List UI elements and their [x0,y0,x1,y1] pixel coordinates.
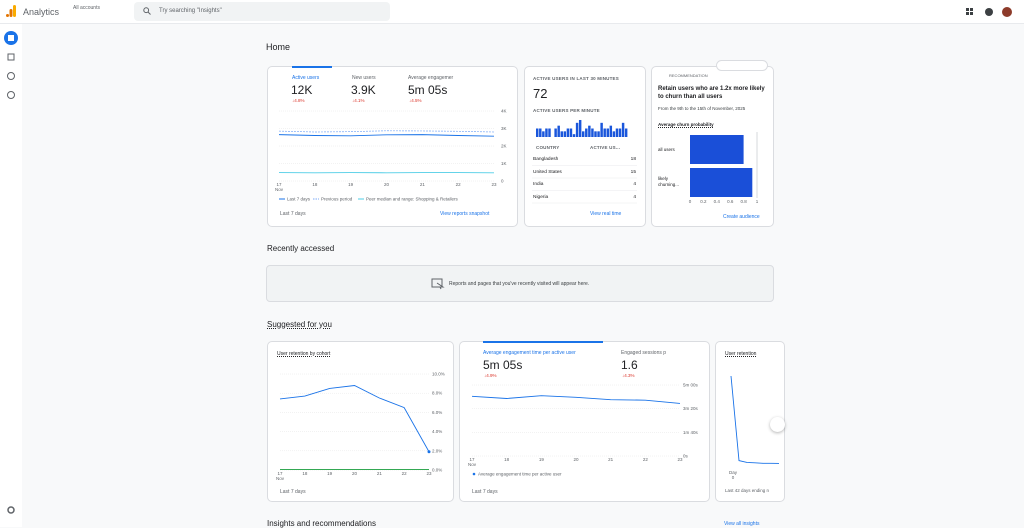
link[interactable]: View all insights [724,521,759,527]
period: From the 9th to the 15th of November, 20… [658,106,745,111]
card-title: User retention by cohort [277,351,330,357]
table-cell: Nigeria [533,195,548,200]
cohort-card [267,341,454,502]
page-title: Home [266,42,290,52]
search-icon [143,7,151,15]
metric-value: 12K [291,83,312,97]
metric-change: 4.8% [292,98,305,103]
account-picker[interactable]: All accounts [73,5,100,11]
tab-indicator [483,341,603,343]
next-button[interactable] [770,417,785,432]
metric-change: 4.5% [409,98,422,103]
date-range[interactable]: Last 7 days [472,489,498,495]
logo [6,5,18,18]
y-tick-label: likely churning... [658,176,685,188]
metric-change: 4.1% [352,98,365,103]
metric-value: 3.9K [351,83,376,97]
metric-value: 1.6 [621,358,638,372]
metric-value: 72 [533,86,547,101]
nav-icons[interactable] [3,30,19,520]
link[interactable]: Create audience [723,214,760,220]
subtitle: ACTIVE USERS PER MINUTE [533,108,600,113]
metric-label[interactable]: Active users [292,75,319,81]
card-title: ACTIVE USERS IN LAST 30 MINUTES [533,76,619,81]
table-cell: United States [533,170,562,175]
table-cell: 4 [560,195,636,200]
table-cell: 15 [560,170,636,175]
app-name: Analytics [23,7,59,17]
top-icons[interactable] [964,7,1024,19]
metric-change: 4.3% [622,373,635,378]
label: RECOMMENDATION [669,73,708,78]
column-header[interactable]: COUNTRY [536,145,559,150]
y-tick-label: all users [658,147,685,153]
metric-label[interactable]: Engaged sessions p [621,350,672,356]
date-range[interactable]: Last 7 days [280,211,306,217]
metric-value: 5m 05s [408,83,447,97]
column-header[interactable]: ACTIVE US... [590,145,620,150]
table-cell: India [533,182,543,187]
section-title: Suggested for you [267,320,332,329]
metric-change: 4.9% [484,373,497,378]
metric-label[interactable]: Average engagement time per active user [483,350,576,356]
link[interactable]: View reports snapshot [440,211,489,217]
link[interactable]: View real time [590,211,621,217]
metric-label[interactable]: New users [352,75,376,81]
headline: Retain users who are 1.2x more likely to… [658,85,766,101]
section-title: Recently accessed [267,244,334,253]
table-cell: Bangladesh [533,157,558,162]
table-cell: 4 [560,182,636,187]
feedback-toolbar[interactable] [716,60,768,71]
date-range[interactable]: Last 7 days [280,489,306,495]
empty-text: Reports and pages that you've recently v… [449,281,589,287]
table-cell: 18 [560,157,636,162]
card-title: User retention [725,351,756,357]
metric-value: 5m 05s [483,358,522,372]
tab-indicator [292,66,332,68]
chart-title: Average churn probability [658,122,714,127]
search-placeholder: Try searching "Insights" [159,8,222,14]
metric-label[interactable]: Average engagemer [408,75,463,81]
footer: Last 42 days ending n [725,488,777,493]
empty-icon [431,278,445,290]
